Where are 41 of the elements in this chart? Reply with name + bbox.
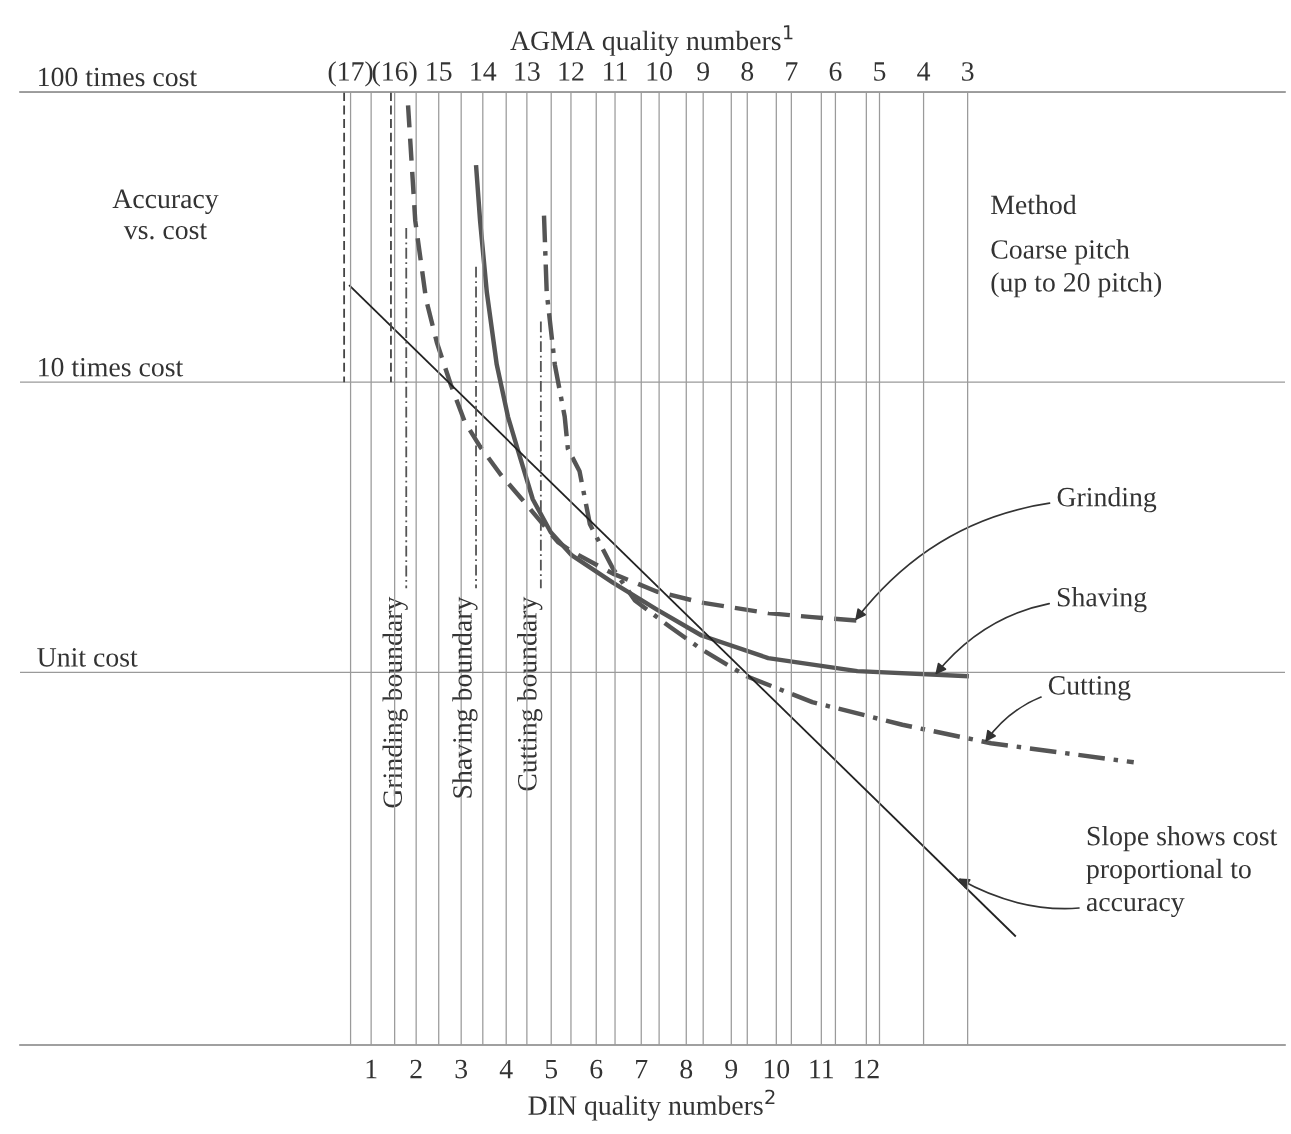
- x2-tick-label: (16): [372, 61, 417, 87]
- x-tick-label: 8: [680, 1059, 693, 1079]
- x-tick-label: 10: [764, 1059, 790, 1079]
- x2-tick-label: 13: [515, 62, 540, 81]
- x-tick-label: 11: [810, 1059, 834, 1079]
- x2-tick-label: 3: [962, 62, 974, 81]
- text: Cutting boundary: [517, 596, 543, 791]
- x2-tick-label: 4: [917, 62, 931, 81]
- x-axis-title: DIN quality numbers$^{2}$: [528, 1089, 775, 1121]
- y-tick-label: 10 times cost: [39, 357, 184, 377]
- x-tick-label: 5: [545, 1059, 558, 1079]
- x2-tick-label: 11: [604, 62, 627, 81]
- x-tick-label: 4: [499, 1059, 513, 1079]
- y-tick-label: Unit cost: [37, 648, 138, 667]
- x2-tick-label: 9: [697, 62, 709, 81]
- x2-tick-label: 5: [874, 62, 886, 81]
- annotation: Slope shows cost proportional to accuracy: [1086, 825, 1278, 918]
- x2-axis-title: AGMA quality numbers$^{1}$: [510, 25, 793, 56]
- x2-tick-label: 10: [647, 62, 672, 81]
- x-tick-label: 9: [725, 1059, 738, 1079]
- x2-tick-label: 7: [786, 62, 798, 81]
- x2-tick-label: 12: [559, 62, 584, 81]
- text: Accuracy vs. cost: [112, 189, 219, 240]
- x2-tick-label: (17): [328, 61, 373, 87]
- x2-tick-label: 6: [829, 62, 842, 81]
- text: Shaving: [1057, 587, 1147, 613]
- x-tick-label: 7: [636, 1059, 648, 1079]
- x2-tick-label: 8: [741, 62, 754, 81]
- x-tick-label: 12: [854, 1059, 879, 1079]
- text: Grinding: [1057, 486, 1157, 513]
- x-tick-label: 6: [590, 1059, 603, 1079]
- y-tick-label: 100 times cost: [39, 67, 197, 87]
- annotation: Method: [991, 194, 1077, 215]
- x-tick-label: 2: [410, 1059, 422, 1079]
- x2-tick-label: 14: [471, 62, 497, 81]
- x2-tick-label: 15: [427, 62, 452, 81]
- annotation: Coarse pitch (up to 20 pitch): [991, 239, 1162, 298]
- x-tick-label: 3: [455, 1059, 468, 1079]
- series-label: Cutting: [1048, 676, 1131, 701]
- text: Shaving boundary: [452, 596, 478, 798]
- x-tick-label: 1: [366, 1059, 377, 1079]
